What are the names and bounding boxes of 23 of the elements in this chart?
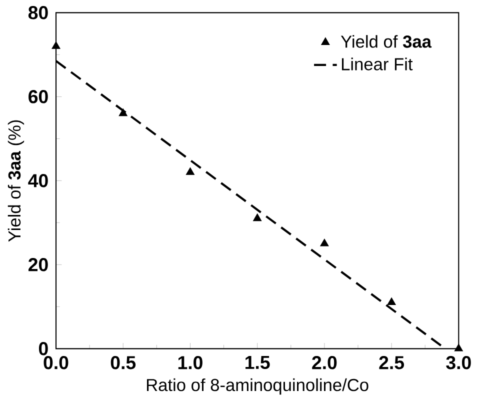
- point: [186, 167, 195, 175]
- legend-label: Linear Fit: [342, 58, 413, 70]
- x-tick-label: 2.5: [379, 356, 404, 370]
- x-tick-label: 1.0: [178, 356, 202, 370]
- x-axis-title: Ratio of 8-aminoquinoline/Co: [146, 378, 368, 395]
- x-tick-label: 2.0: [312, 356, 337, 370]
- point: [253, 214, 262, 222]
- y-tick-label: 20: [28, 258, 48, 272]
- y-tick-label: 0: [38, 342, 48, 356]
- y-tick-label: 40: [28, 174, 48, 188]
- point: [52, 41, 60, 49]
- point: [118, 108, 128, 116]
- point: [387, 298, 396, 306]
- x-tick-label: 3.0: [446, 356, 471, 370]
- y-tick-label: 60: [28, 90, 48, 104]
- y-axis-title: Yield of 3aa (%): [8, 120, 24, 242]
- x-tick-label: 1.5: [246, 356, 270, 370]
- point: [320, 238, 329, 246]
- point: [454, 344, 463, 352]
- legend-label: Yield of 3aa: [340, 35, 432, 48]
- y-tick-label: 80: [28, 6, 48, 20]
- x-tick-label: 0.5: [110, 356, 136, 370]
- x-tick-label: 0.0: [44, 356, 68, 370]
